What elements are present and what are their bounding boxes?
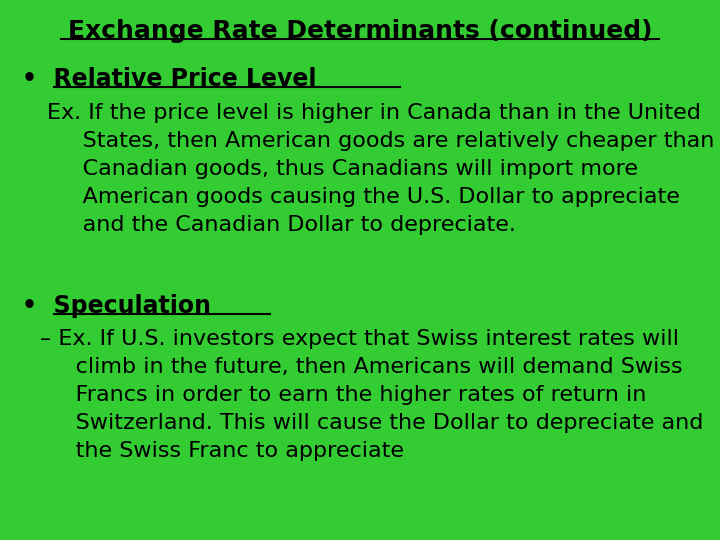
- Text: Ex. If the price level is higher in Canada than in the United
     States, then : Ex. If the price level is higher in Cana…: [47, 103, 714, 234]
- Text: Exchange Rate Determinants (continued): Exchange Rate Determinants (continued): [68, 19, 652, 43]
- Text: – Ex. If U.S. investors expect that Swiss interest rates will
     climb in the : – Ex. If U.S. investors expect that Swis…: [40, 329, 703, 461]
- Text: •  Relative Price Level: • Relative Price Level: [22, 68, 316, 91]
- Text: •  Speculation: • Speculation: [22, 294, 210, 318]
